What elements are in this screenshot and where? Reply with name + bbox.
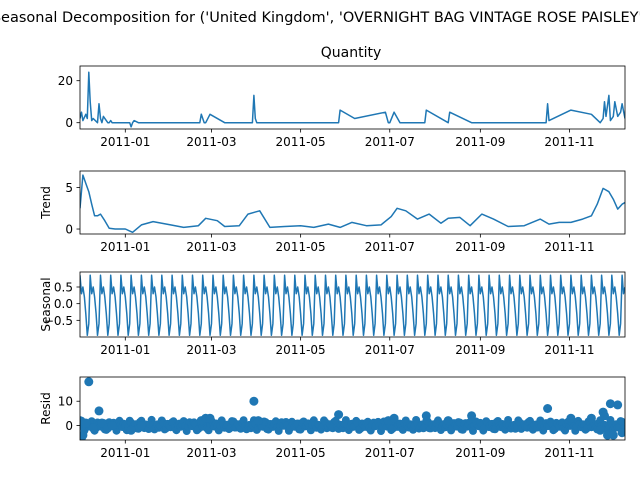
trend-ylabel: Trend bbox=[39, 186, 53, 220]
resid-point bbox=[205, 413, 215, 423]
seasonal-xtick-label: 2011-07 bbox=[365, 343, 415, 357]
seasonal-ytick-label: 0.5 bbox=[54, 281, 73, 295]
resid-axes-frame bbox=[79, 376, 626, 441]
resid-background-points bbox=[80, 415, 625, 435]
seasonal-series-line bbox=[80, 274, 625, 337]
resid-point bbox=[94, 406, 104, 416]
resid-point bbox=[566, 413, 576, 423]
resid-point bbox=[88, 423, 98, 433]
trend-panel: 0 5 2011-01 2011-03 2011-05 2011-07 2011-09 201… bbox=[39, 170, 626, 254]
seasonal-ytick-label: −0.5 bbox=[44, 314, 73, 328]
resid-point bbox=[81, 418, 91, 428]
resid-point bbox=[605, 399, 615, 409]
quantity-ytick-label: 0 bbox=[65, 116, 73, 130]
resid-point bbox=[421, 411, 431, 421]
resid-xtick-label: 2011-09 bbox=[455, 446, 505, 460]
seasonal-xtick-label: 2011-05 bbox=[276, 343, 326, 357]
seasonal-xtick-label: 2011-01 bbox=[100, 343, 150, 357]
resid-point bbox=[80, 430, 88, 440]
resid-point bbox=[334, 410, 344, 420]
resid-point bbox=[543, 404, 553, 413]
trend-ytick-label: 5 bbox=[65, 181, 73, 195]
trend-series-line bbox=[80, 174, 625, 234]
quantity-panel-title: Quantity bbox=[321, 45, 382, 61]
trend-xtick-label: 2011-05 bbox=[276, 240, 326, 254]
resid-ytick-label: 10 bbox=[58, 395, 73, 409]
resid-point bbox=[595, 425, 605, 435]
quantity-xtick-label: 2011-05 bbox=[276, 135, 326, 149]
resid-xtick-label: 2011-01 bbox=[100, 446, 150, 460]
resid-point bbox=[107, 421, 117, 430]
resid-point bbox=[467, 411, 477, 421]
resid-point bbox=[443, 416, 453, 426]
seasonal-axes-frame bbox=[79, 271, 626, 338]
resid-point bbox=[613, 400, 623, 410]
quantity-xtick-label: 2011-09 bbox=[455, 135, 505, 149]
quantity-panel: 0 20 2011-01 2011-03 2011-05 2011-07 2011-09 20… bbox=[58, 65, 626, 149]
resid-point bbox=[84, 377, 94, 387]
resid-point bbox=[434, 416, 442, 425]
resid-point bbox=[249, 396, 259, 406]
resid-ytick-label: 0 bbox=[65, 419, 73, 433]
seasonal-xtick-label: 2011-03 bbox=[186, 343, 236, 357]
quantity-xtick-label: 2011-01 bbox=[100, 135, 150, 149]
seasonal-xtick-label: 2011-11 bbox=[544, 343, 594, 357]
resid-xtick-label: 2011-05 bbox=[276, 446, 326, 460]
trend-xtick-label: 2011-07 bbox=[365, 240, 415, 254]
trend-xtick-label: 2011-09 bbox=[455, 240, 505, 254]
quantity-axes-frame bbox=[79, 65, 626, 130]
trend-xtick-label: 2011-11 bbox=[544, 240, 594, 254]
resid-point bbox=[617, 428, 625, 438]
resid-point bbox=[389, 413, 399, 423]
quantity-xtick-label: 2011-07 bbox=[365, 135, 415, 149]
trend-xtick-label: 2011-01 bbox=[100, 240, 150, 254]
trend-axes-frame bbox=[79, 170, 626, 235]
quantity-xtick-label: 2011-11 bbox=[544, 135, 594, 149]
resid-ylabel: Resid bbox=[39, 392, 53, 424]
resid-point bbox=[608, 430, 618, 440]
resid-point bbox=[586, 413, 596, 423]
resid-panel: 0 10 2011-01 2011-03 2011-05 2011-07 2011-09 20… bbox=[39, 376, 626, 460]
quantity-ytick-label: 20 bbox=[58, 74, 73, 88]
resid-point bbox=[253, 416, 263, 426]
quantity-series-line bbox=[80, 71, 625, 128]
resid-xtick-label: 2011-07 bbox=[365, 446, 415, 460]
figure-suptitle: Seasonal Decomposition for ('United King… bbox=[0, 10, 640, 26]
trend-ytick-label: 0 bbox=[65, 223, 73, 237]
resid-point bbox=[618, 417, 625, 426]
resid-xtick-label: 2011-11 bbox=[544, 446, 594, 460]
resid-point bbox=[126, 425, 136, 435]
resid-point bbox=[600, 411, 609, 421]
quantity-xtick-label: 2011-03 bbox=[186, 135, 236, 149]
subplot-panels: 0 20 2011-01 2011-03 2011-05 2011-07 2011-09 20… bbox=[39, 65, 626, 460]
seasonal-ylabel: Seasonal bbox=[39, 277, 53, 331]
resid-point bbox=[136, 421, 146, 430]
resid-point bbox=[97, 418, 107, 428]
seasonal-xtick-label: 2011-09 bbox=[455, 343, 505, 357]
trend-xtick-label: 2011-03 bbox=[186, 240, 236, 254]
resid-xtick-label: 2011-03 bbox=[186, 446, 236, 460]
seasonal-ytick-label: 0.0 bbox=[54, 297, 73, 311]
seasonal-panel: −0.5 0.0 0.5 2011-01 2011-03 2011-05 2011-07 20… bbox=[39, 271, 626, 357]
resid-points bbox=[80, 377, 625, 440]
